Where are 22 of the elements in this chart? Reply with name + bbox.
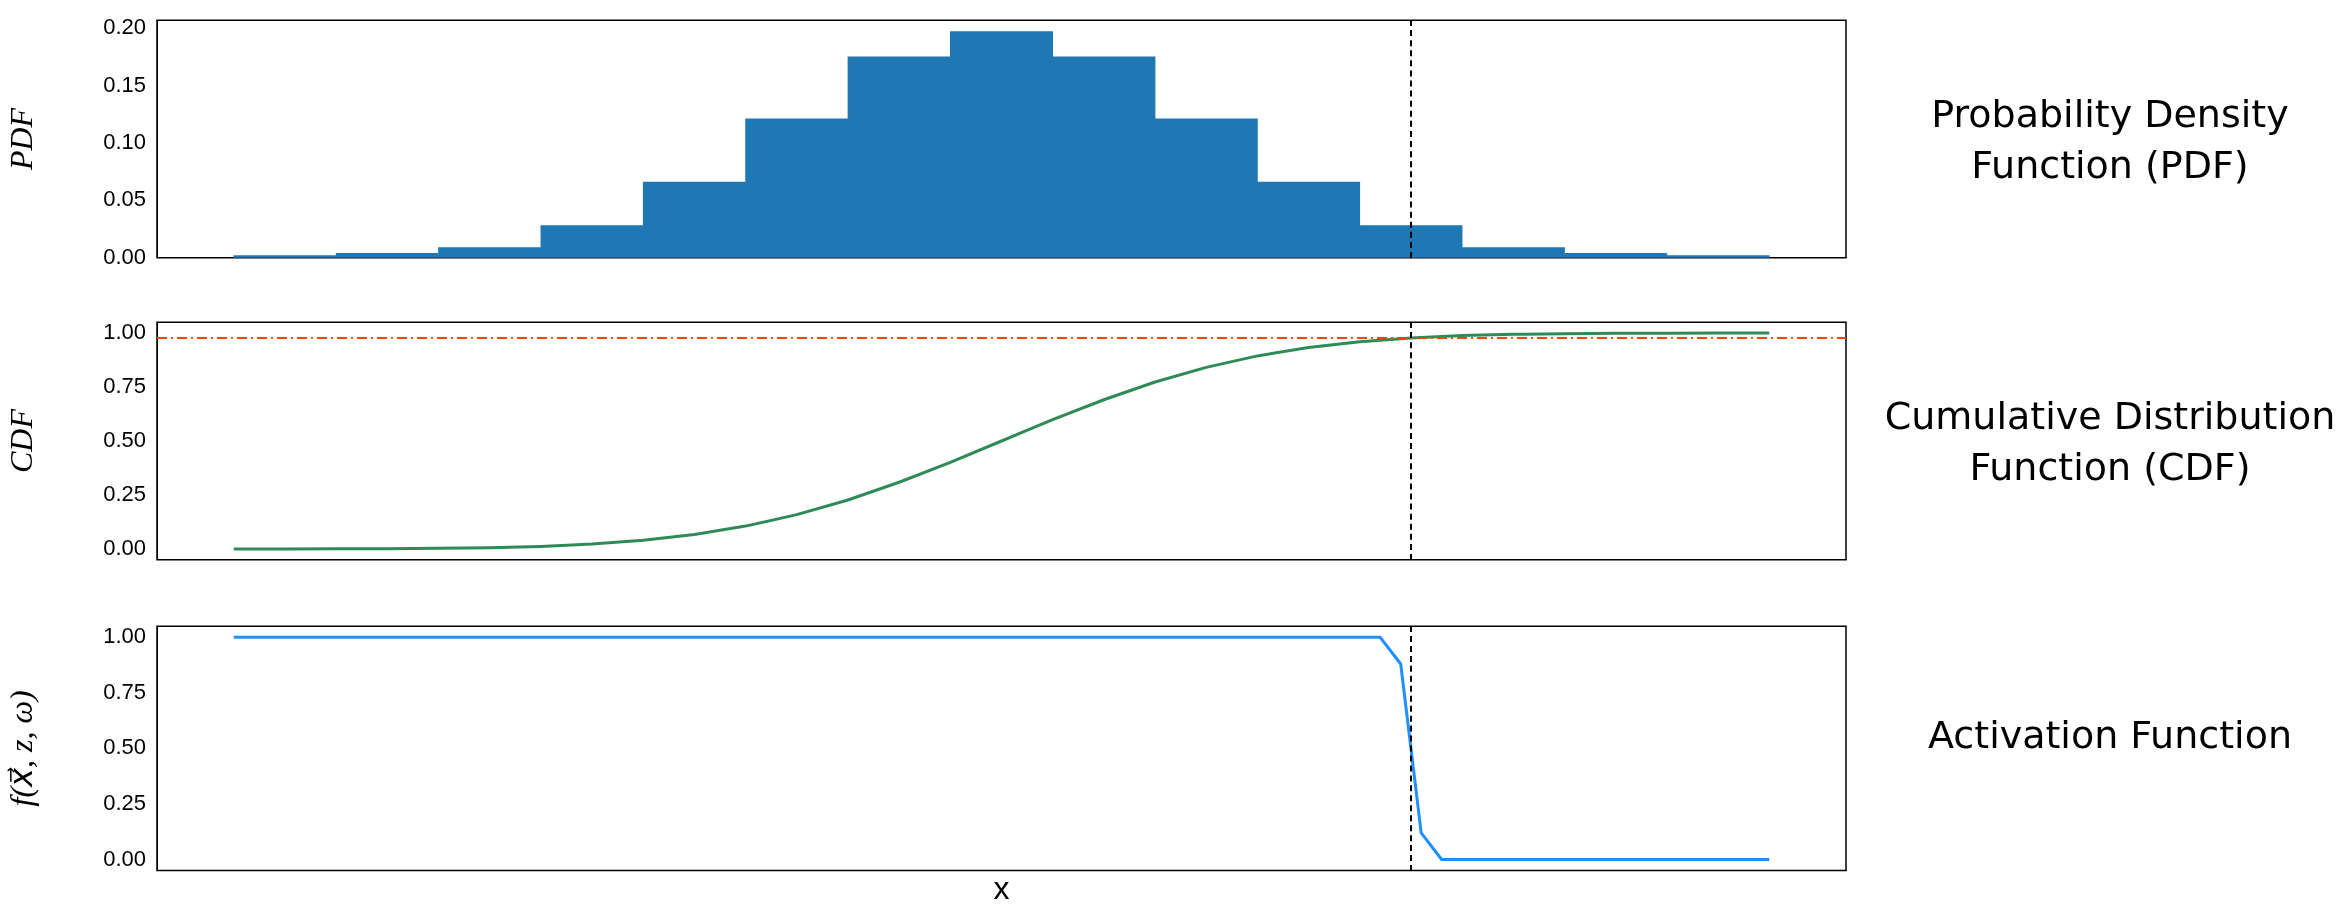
text: Probability Density Function (PDF) [1930,91,2290,190]
y-tick-label: 0.50 [103,734,146,760]
y-tick-label: 1.00 [103,623,146,649]
y-tick-label: 0.00 [103,845,146,871]
text: Activation Function [1927,711,2293,759]
y-axis-title: PDF [2,107,39,172]
y-axis-title: f(x⃗, z, ω) [2,690,39,807]
text: Cumulative Distribution Function (CDF) [1883,393,2337,492]
y-tick-label: 0.25 [103,481,146,507]
y-tick-label: 0.20 [103,14,146,40]
y-tick-label: 1.00 [103,319,146,345]
y-tick-label: 0.75 [103,678,146,704]
y-tick-label: 0.15 [103,71,146,97]
y-tick-label: 0.00 [103,535,146,561]
y-tick-label: 0.05 [103,186,146,212]
y-tick-label: 0.25 [103,790,146,816]
x-axis-title: x [993,869,1010,906]
y-tick-label: 0.75 [103,373,146,399]
y-axis-title: CDF [2,408,39,473]
y-tick-label: 0.10 [103,129,146,155]
y-tick-label: 0.00 [103,243,146,269]
y-tick-label: 0.50 [103,427,146,453]
